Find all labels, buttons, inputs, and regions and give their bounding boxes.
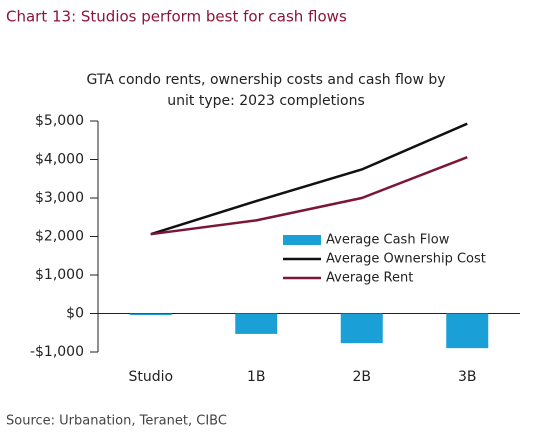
y-tick-label: $1,000 (35, 267, 84, 283)
y-tick-label: $5,000 (35, 113, 84, 129)
legend-label: Average Ownership Cost (326, 252, 486, 267)
source-note: Source: Urbanation, Teranet, CIBC (6, 414, 227, 429)
x-tick-label: 1B (247, 369, 266, 385)
line-series (150, 122, 468, 236)
legend-label: Average Rent (326, 271, 413, 286)
bar (235, 313, 278, 334)
line-series (150, 156, 468, 236)
y-tick-label: $0 (66, 306, 84, 322)
y-tick-label: $4,000 (35, 152, 84, 168)
y-tick-label: $2,000 (35, 229, 84, 245)
chart-title: GTA condo rents, ownership costs and cas… (86, 72, 445, 88)
bar (340, 313, 383, 344)
y-tick-label: $3,000 (35, 190, 84, 206)
bar (129, 313, 172, 315)
y-tick-label: -$1,000 (30, 344, 84, 360)
x-tick-label: Studio (128, 369, 173, 385)
x-tick-label: 3B (458, 369, 477, 385)
x-tick-label: 2B (352, 369, 371, 385)
chart-title: unit type: 2023 completions (167, 93, 365, 109)
bar (446, 313, 489, 349)
page-header: Chart 13: Studios perform best for cash … (6, 8, 347, 26)
legend-swatch (283, 235, 321, 245)
legend-label: Average Cash Flow (326, 233, 450, 248)
